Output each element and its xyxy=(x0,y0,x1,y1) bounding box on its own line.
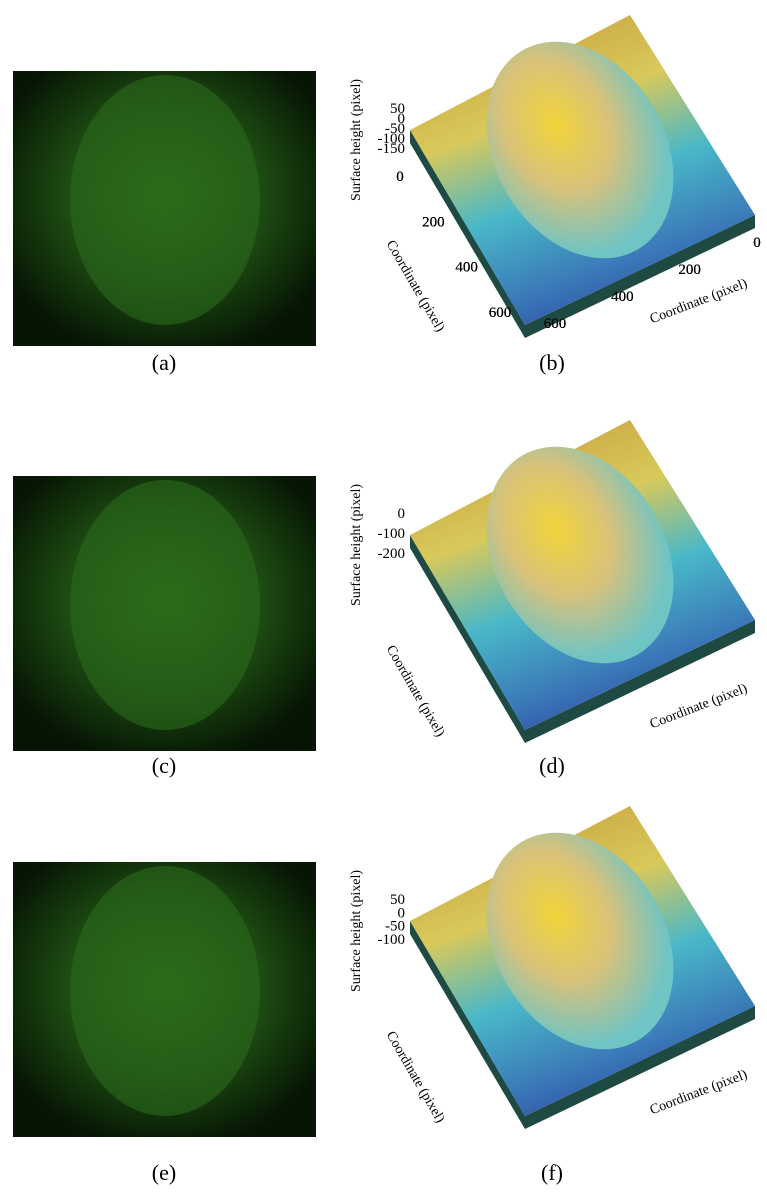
face xyxy=(70,866,260,1116)
x-axis-label: Coordinate (pixel) xyxy=(383,643,448,740)
y-tick-label: 400 xyxy=(611,289,634,305)
z-tick-label: -100 xyxy=(378,526,406,542)
x-tick-label: 0 xyxy=(396,169,404,185)
panel-label: (c) xyxy=(152,753,176,778)
z-axis-label: Surface height (pixel) xyxy=(349,484,364,606)
x-axis-label: Coordinate (pixel) xyxy=(383,238,448,335)
z-axis-label: Surface height (pixel) xyxy=(349,870,364,992)
x-tick-label: 400 xyxy=(455,260,478,276)
panel-label: (a) xyxy=(152,350,176,375)
x-tick-label: 200 xyxy=(422,214,445,230)
z-tick-label: -150 xyxy=(378,141,406,157)
figure: (a)Surface height (pixel)500-50-100-1500… xyxy=(0,0,767,1198)
z-tick-label: -200 xyxy=(378,546,406,562)
z-axis-label: Surface height (pixel) xyxy=(349,79,364,201)
y-tick-label: 0 xyxy=(753,235,761,251)
y-axis-label: Coordinate (pixel) xyxy=(648,681,750,732)
y-axis-label: Coordinate (pixel) xyxy=(648,1067,750,1118)
z-tick-label: 0 xyxy=(398,506,406,522)
panel-label: (d) xyxy=(539,753,565,778)
face xyxy=(70,480,260,730)
face xyxy=(70,75,260,325)
y-tick-label: 200 xyxy=(678,262,701,278)
panel-label: (f) xyxy=(541,1160,563,1185)
x-axis-label: Coordinate (pixel) xyxy=(383,1029,448,1126)
y-tick-label: 600 xyxy=(544,316,567,332)
panel-label: (b) xyxy=(539,350,565,375)
y-axis-label: Coordinate (pixel) xyxy=(648,276,750,327)
panel-label: (e) xyxy=(152,1160,176,1185)
x-tick-label: 600 xyxy=(489,305,512,321)
z-tick-label: -100 xyxy=(378,932,406,948)
